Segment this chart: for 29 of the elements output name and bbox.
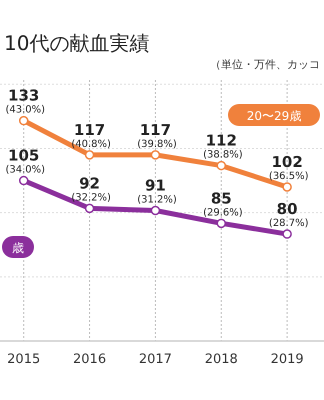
x-tick-label: 2019 bbox=[270, 352, 304, 367]
text: （単位・万件、カッコ bbox=[210, 58, 320, 71]
point bbox=[150, 206, 160, 216]
point bbox=[282, 182, 292, 192]
text: 20〜29歳 bbox=[246, 109, 302, 123]
point bbox=[18, 176, 28, 186]
x-tick-label: 2017 bbox=[138, 352, 172, 367]
x-tick-label: 2015 bbox=[7, 352, 40, 367]
data-label: 80 (28.7%) bbox=[266, 200, 309, 230]
data-label: 112 (38.8%) bbox=[200, 132, 243, 161]
point bbox=[84, 204, 94, 214]
data-label: 133 (43.0%) bbox=[2, 86, 46, 116]
point bbox=[150, 150, 160, 160]
point bbox=[216, 218, 226, 228]
point bbox=[282, 229, 292, 239]
data-label: 117 (39.8%) bbox=[134, 120, 177, 150]
data-label: 85 (29.6%) bbox=[200, 189, 243, 218]
data-label: 102 (36.5%) bbox=[266, 152, 309, 182]
point bbox=[18, 116, 28, 126]
x-tick-label: 2018 bbox=[204, 352, 238, 367]
x-tick-label: 2016 bbox=[73, 352, 106, 367]
data-label: 105 (34.0%) bbox=[2, 146, 46, 176]
point bbox=[216, 160, 226, 170]
text: 歳 bbox=[12, 241, 24, 255]
data-label: 91 (31.2%) bbox=[134, 176, 177, 206]
data-label: 92 (32.2%) bbox=[68, 174, 112, 204]
point bbox=[84, 150, 94, 160]
chart-title: 10代の献血実績 bbox=[4, 31, 150, 55]
data-label: 117 (40.8%) bbox=[68, 120, 112, 150]
